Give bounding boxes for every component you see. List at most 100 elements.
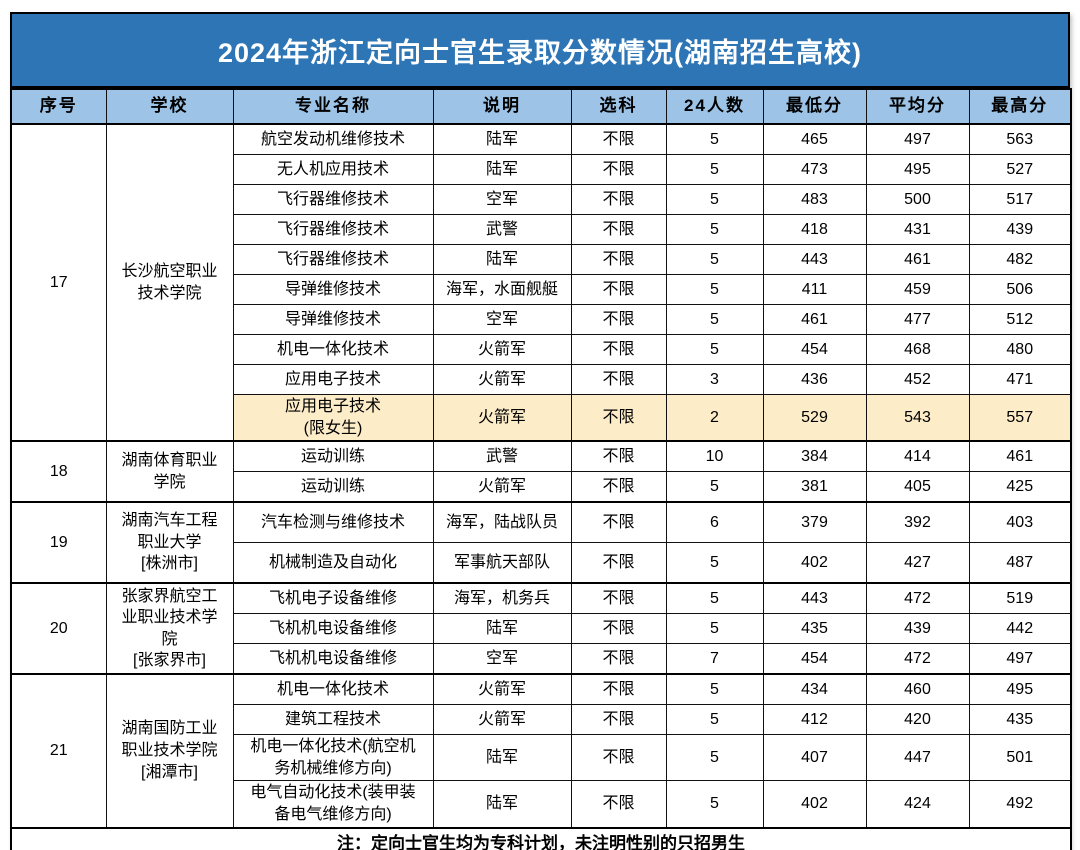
avg-score-cell: 497 (865, 123, 970, 155)
table-row: 17 长沙航空职业 技术学院 航空发动机维修技术 陆军 不限 5 465 497 563 (10, 122, 1072, 442)
count-cell: 5 (665, 673, 764, 706)
desc-cell: 陆军 (432, 613, 572, 645)
avg-score-cell: 405 (865, 471, 970, 503)
avg-score-cell: 472 (865, 582, 970, 615)
min-score-cell: 435 (762, 613, 867, 645)
subject-cell: 不限 (570, 244, 667, 275)
major-cell: 飞行器维修技术 (232, 244, 434, 275)
table-row: 导弹维修技术 空军 不限 5 461 477 512 (11, 304, 1072, 335)
table-row: 电气自动化技术(装甲装 备电气维修方向) 陆军 不限 5 402 424 492 (11, 780, 1072, 829)
max-score-cell: 495 (968, 673, 1072, 706)
desc-cell: 海军，水面舰艇 (432, 274, 572, 305)
max-score-cell: 519 (968, 582, 1072, 615)
count-cell: 5 (665, 123, 764, 155)
max-score-cell: 442 (968, 613, 1072, 645)
table-row: 19 湖南汽车工程 职业大学 [株洲市] 汽车检测与维修技术 海军，陆战队员 不限 6 37… (10, 501, 1072, 584)
max-score-cell: 435 (968, 704, 1072, 736)
min-score-cell: 407 (762, 734, 867, 782)
major-cell: 建筑工程技术 (232, 704, 434, 736)
max-score-cell: 471 (968, 364, 1072, 395)
school-name-cell: 张家界航空工 业职业技术学 院 [张家界市] (105, 582, 234, 675)
avg-score-cell: 427 (865, 542, 970, 584)
major-cell: 汽车检测与维修技术 (232, 501, 434, 544)
avg-score-cell: 468 (865, 334, 970, 365)
desc-cell: 陆军 (432, 123, 572, 155)
count-cell: 5 (665, 154, 764, 185)
avg-score-cell: 424 (865, 780, 970, 829)
header-row: 序号 学校 专业名称 说明 选科 24人数 最低分 平均分 最高分 (10, 88, 1072, 125)
avg-score-cell: 477 (865, 304, 970, 335)
desc-cell: 空军 (432, 184, 572, 215)
desc-cell: 火箭军 (432, 364, 572, 395)
count-cell: 3 (665, 364, 764, 395)
max-score-cell: 501 (968, 734, 1072, 782)
table-row: 机械制造及自动化 军事航天部队 不限 5 402 427 487 (11, 542, 1072, 584)
major-cell: 飞行器维修技术 (232, 184, 434, 215)
desc-cell: 火箭军 (432, 334, 572, 365)
count-cell: 5 (665, 734, 764, 782)
subject-cell: 不限 (570, 154, 667, 185)
subject-cell: 不限 (570, 274, 667, 305)
count-cell: 6 (665, 501, 764, 544)
major-cell: 导弹维修技术 (232, 274, 434, 305)
desc-cell: 军事航天部队 (432, 542, 572, 584)
subject-cell: 不限 (570, 673, 667, 706)
column-header-1: 学校 (105, 88, 234, 125)
min-score-cell: 402 (762, 780, 867, 829)
school-name-cell: 湖南体育职业 学院 (105, 440, 234, 503)
desc-cell: 海军，陆战队员 (432, 501, 572, 544)
major-cell: 机械制造及自动化 (232, 542, 434, 584)
school-name-cell: 长沙航空职业 技术学院 (105, 122, 234, 442)
count-cell: 5 (665, 184, 764, 215)
count-cell: 5 (665, 542, 764, 584)
desc-cell: 火箭军 (432, 394, 572, 442)
count-cell: 5 (665, 244, 764, 275)
count-cell: 10 (665, 440, 764, 473)
major-cell: 飞行器维修技术 (232, 214, 434, 245)
max-score-cell: 482 (968, 244, 1072, 275)
major-cell: 应用电子技术 (限女生) (232, 394, 434, 442)
column-header-6: 最低分 (762, 88, 867, 125)
table-row: 21 湖南国防工业 职业技术学院 [湘潭市] 机电一体化技术 火箭军 不限 5 434 460… (10, 673, 1072, 829)
desc-cell: 武警 (432, 440, 572, 473)
major-cell: 应用电子技术 (232, 364, 434, 395)
count-cell: 5 (665, 214, 764, 245)
count-cell: 5 (665, 304, 764, 335)
subject-cell: 不限 (570, 304, 667, 335)
count-cell: 2 (665, 394, 764, 442)
subject-cell: 不限 (570, 613, 667, 645)
subject-cell: 不限 (570, 582, 667, 615)
avg-score-cell: 452 (865, 364, 970, 395)
max-score-cell: 506 (968, 274, 1072, 305)
serial-number-cell: 21 (10, 673, 107, 829)
school-name-cell: 湖南汽车工程 职业大学 [株洲市] (105, 501, 234, 584)
serial-number-cell: 18 (10, 440, 107, 503)
table-body: 17 长沙航空职业 技术学院 航空发动机维修技术 陆军 不限 5 465 497 563 无人机应… (10, 122, 1072, 829)
desc-cell: 火箭军 (432, 471, 572, 503)
table-row: 导弹维修技术 海军，水面舰艇 不限 5 411 459 506 (11, 274, 1072, 305)
avg-score-cell: 460 (865, 673, 970, 706)
major-cell: 航空发动机维修技术 (232, 123, 434, 155)
table-row: 运动训练 火箭军 不限 5 381 405 425 (11, 471, 1072, 503)
table-row: 应用电子技术 (限女生) 火箭军 不限 2 529 543 557 (11, 394, 1072, 442)
max-score-cell: 403 (968, 501, 1072, 544)
column-header-0: 序号 (10, 88, 107, 125)
max-score-cell: 492 (968, 780, 1072, 829)
major-cell: 飞机机电设备维修 (232, 613, 434, 645)
table-row: 飞机机电设备维修 空军 不限 7 454 472 497 (11, 643, 1072, 675)
count-cell: 7 (665, 643, 764, 675)
min-score-cell: 529 (762, 394, 867, 442)
subject-cell: 不限 (570, 394, 667, 442)
avg-score-cell: 414 (865, 440, 970, 473)
desc-cell: 陆军 (432, 734, 572, 782)
subject-cell: 不限 (570, 734, 667, 782)
table-header: 序号 学校 专业名称 说明 选科 24人数 最低分 平均分 最高分 (10, 88, 1072, 125)
min-score-cell: 465 (762, 123, 867, 155)
table-row: 建筑工程技术 火箭军 不限 5 412 420 435 (11, 704, 1072, 736)
desc-cell: 陆军 (432, 154, 572, 185)
count-cell: 5 (665, 704, 764, 736)
max-score-cell: 480 (968, 334, 1072, 365)
table-row: 20 张家界航空工 业职业技术学 院 [张家界市] 飞机电子设备维修 海军，机务兵 不限… (10, 582, 1072, 675)
min-score-cell: 473 (762, 154, 867, 185)
